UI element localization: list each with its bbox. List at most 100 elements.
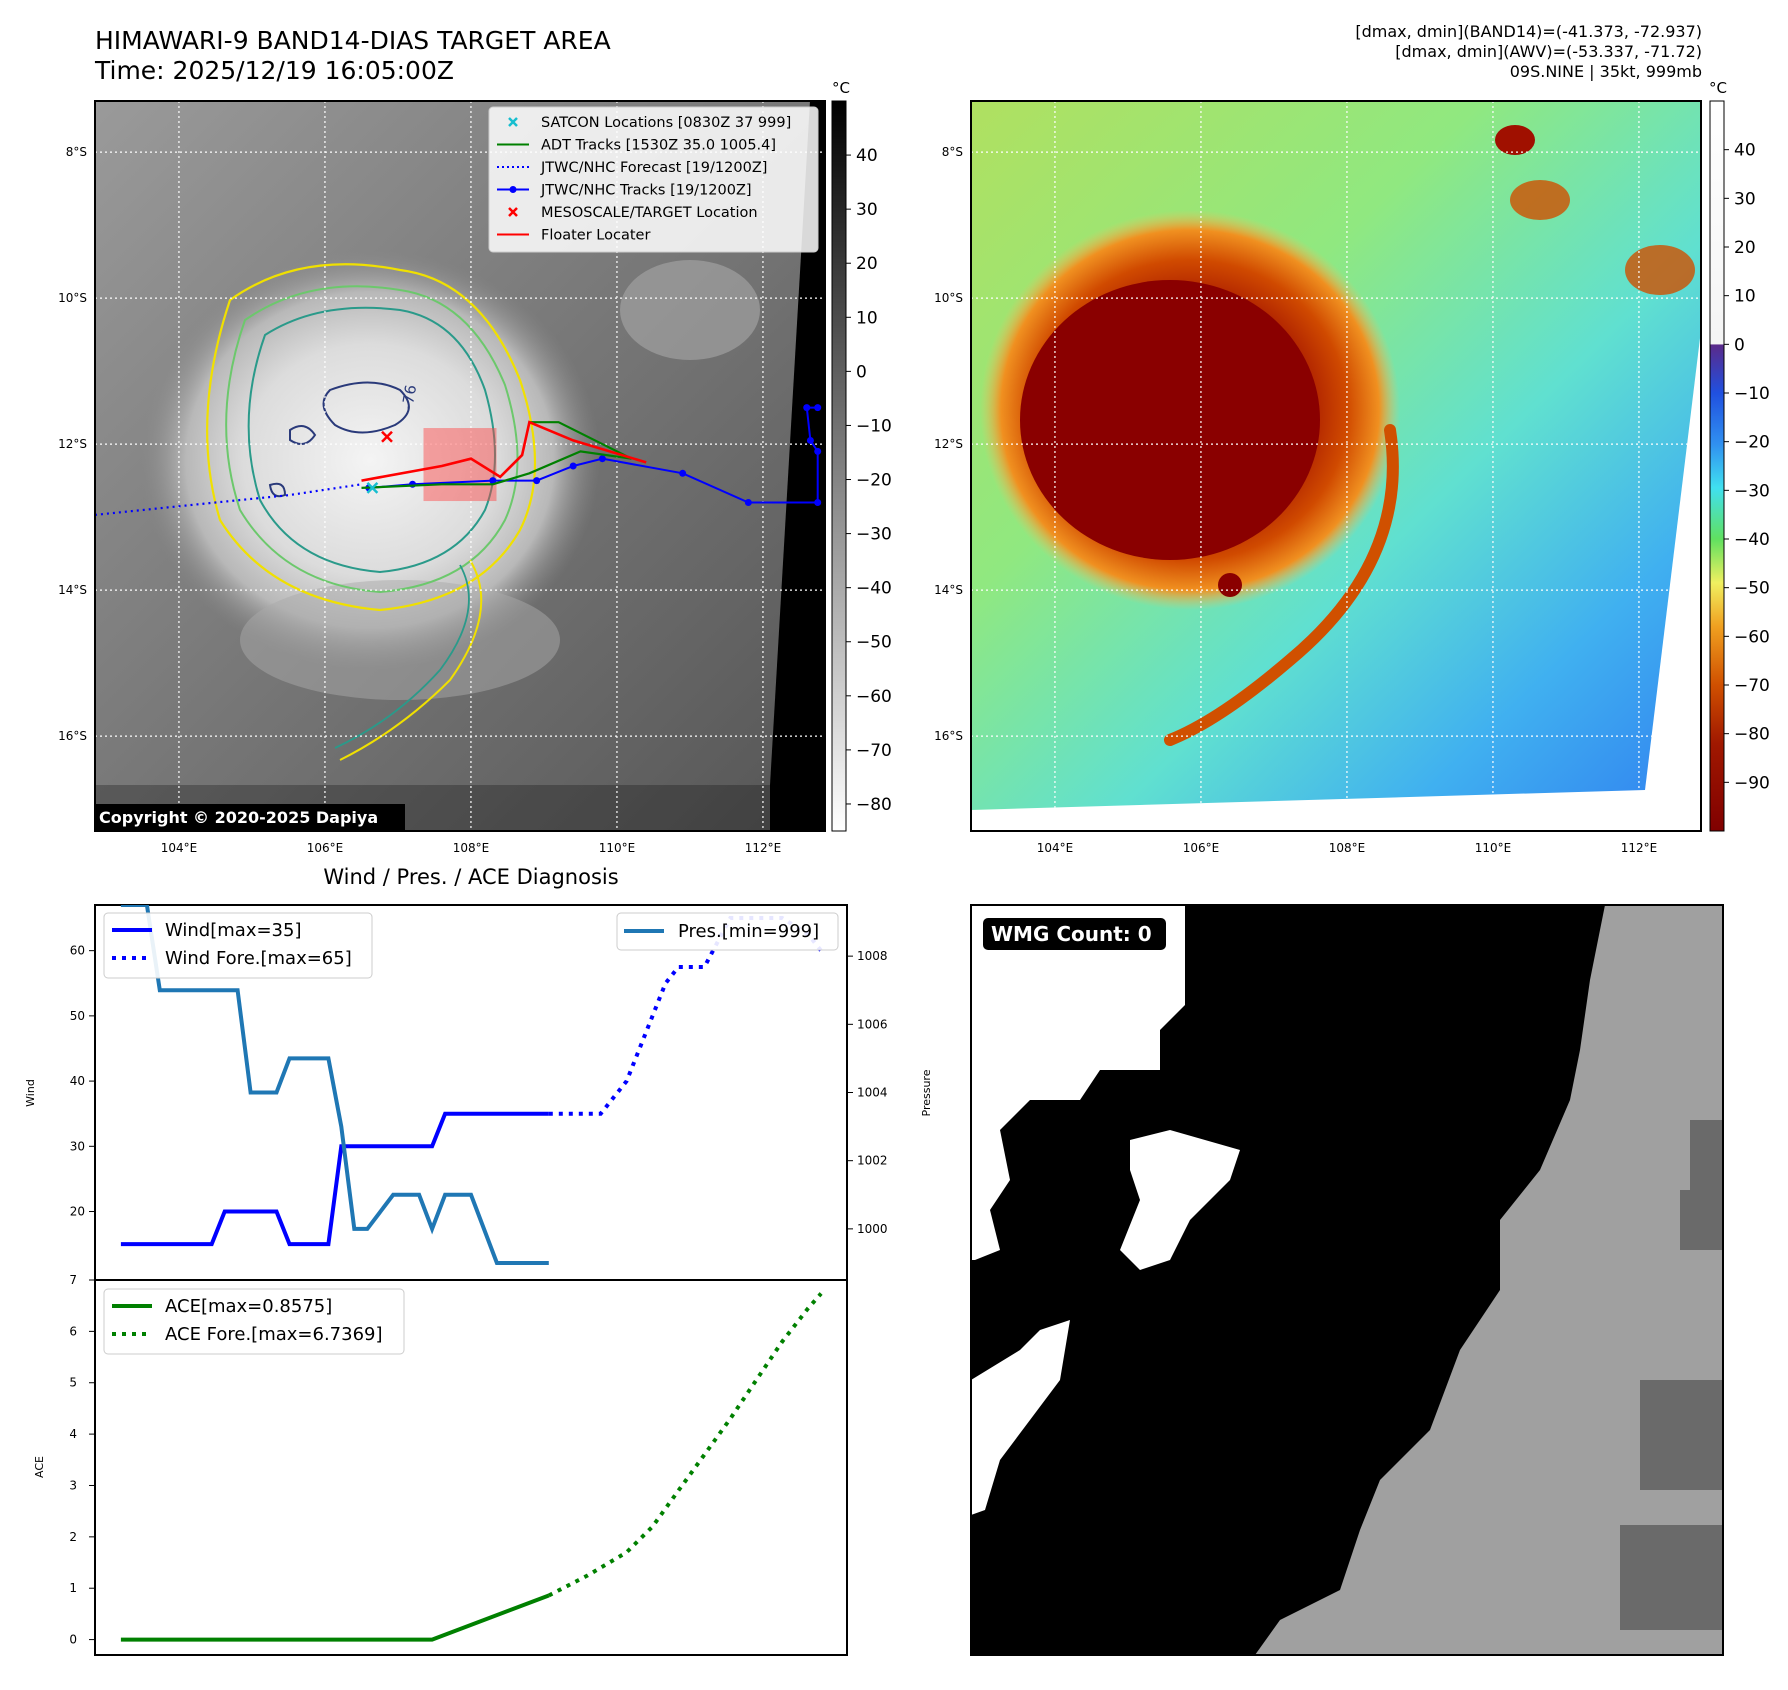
ir-lon-tick-label: 106°E — [307, 841, 344, 855]
colorbar-tick-label: −50 — [856, 633, 892, 653]
awv-frame — [970, 100, 1702, 832]
ir-colorbar: °C 40 30 20 10 0 −10 −20 −30 −40 −50 −60 −70 −80 — [831, 79, 892, 832]
colorbar-tick-label: −10 — [856, 416, 892, 436]
ir-legend: SATCON Locations [0830Z 37 999] ADT Track… — [488, 106, 819, 253]
colorbar-tick-label: −60 — [1734, 627, 1770, 647]
jtwc-track-point — [489, 477, 497, 485]
contour-label: -76 — [398, 383, 420, 410]
mesoscale-marker — [381, 430, 393, 443]
ir-lat-tick-label: 12°S — [58, 437, 87, 451]
legend-marker-swatch — [508, 117, 518, 127]
awv-lon-tick-label: 108°E — [1329, 841, 1366, 855]
ir-tracks — [95, 404, 822, 516]
awv-lat-tick-label: 14°S — [934, 583, 963, 597]
adt-track-line — [361, 421, 633, 489]
contour-navy — [322, 381, 410, 434]
ir-lat-tick-label: 14°S — [58, 583, 87, 597]
colorbar-tick-label: −80 — [856, 795, 892, 815]
colorbar-tick-label: −10 — [1734, 384, 1770, 404]
info-line-2: [dmax, dmin](AWV)=(-53.337, -71.72) — [1395, 42, 1702, 61]
wind-ytick-label: 60 — [70, 944, 85, 958]
legend-dot-swatch — [509, 186, 517, 193]
ir-lon-tick-label: 104°E — [161, 841, 198, 855]
copyright-text: Copyright © 2020-2025 Dapiya — [99, 808, 378, 827]
ace-ytick-label: 2 — [69, 1530, 77, 1544]
jtwc-track-point — [533, 477, 541, 485]
ace-ytick-label: 5 — [69, 1376, 77, 1390]
jtwc-track-point — [744, 499, 752, 506]
floater-track-line — [361, 420, 647, 482]
jtwc-track-point — [569, 462, 577, 470]
awv-lon-tick-label: 104°E — [1037, 841, 1074, 855]
pressure-ytick-label: 1004 — [857, 1086, 888, 1100]
awv-lat-tick-label: 12°S — [934, 437, 963, 451]
legend-pressure-label: Pres.[min=999] — [678, 921, 819, 942]
contour-green — [225, 285, 519, 594]
awv-lat-tick-label: 16°S — [934, 729, 963, 743]
diagnosis-panel: Wind / Pres. / ACE Diagnosis Wind Pressu… — [24, 865, 933, 1656]
jtwc-track-point — [679, 469, 687, 477]
diagnosis-title: Wind / Pres. / ACE Diagnosis — [323, 865, 618, 889]
diagnosis-lines — [120, 905, 823, 1642]
ir-lon-tick-label: 112°E — [745, 841, 782, 855]
wind-legend: Wind[max=35] Wind Fore.[max=65] — [103, 912, 373, 979]
colorbar-tick-label: −90 — [1734, 773, 1770, 793]
colorbar-tick-label: 0 — [1734, 335, 1745, 355]
ir-axes: 104°E 106°E 108°E 110°E 112°E 8°S 10°S 12°S 14°S… — [58, 145, 781, 855]
colorbar-tick-label: −30 — [856, 525, 892, 545]
awv-lat-tick-label: 8°S — [942, 145, 963, 159]
colorbar-tick-label: 10 — [1734, 287, 1756, 307]
legend-wind-fore-label: Wind Fore.[max=65] — [165, 948, 352, 969]
awv-panel: 104°E 106°E 108°E 110°E 112°E 8°S 10°S 12°S 14°S… — [934, 79, 1770, 855]
awv-image — [971, 101, 1701, 831]
awv-lat-tick-label: 10°S — [934, 291, 963, 305]
pressure-legend: Pres.[min=999] — [616, 912, 839, 951]
colorbar-tick-label: −50 — [1734, 579, 1770, 599]
colorbar-tick-label: 20 — [1734, 238, 1756, 258]
colorbar-tick-label: −70 — [1734, 676, 1770, 696]
wmg-frame — [970, 904, 1724, 1656]
info-line-1: [dmax, dmin](BAND14)=(-41.373, -72.937) — [1355, 22, 1702, 41]
colorbar-tick-label: 30 — [1734, 189, 1756, 209]
ir-lon-tick-label: 110°E — [599, 841, 636, 855]
copyright-box — [95, 804, 405, 830]
awv-colorbar-unit: °C — [1709, 79, 1727, 97]
wind-ytick-label: 30 — [70, 1139, 85, 1153]
legend-marker-swatch — [508, 207, 518, 217]
colorbar-tick-label: −60 — [856, 687, 892, 707]
ir-lon-tick-label: 108°E — [453, 841, 490, 855]
ir-legend-label: MESOSCALE/TARGET Location — [541, 205, 758, 221]
jtwc-track-point — [814, 447, 822, 455]
ace-ytick-label: 0 — [69, 1633, 77, 1647]
ace-legend: ACE[max=0.8575] ACE Fore.[max=6.7369] — [103, 1288, 405, 1355]
ace-forecast-line — [547, 1292, 823, 1598]
pressure-ytick-label: 1006 — [857, 1017, 888, 1031]
legend-wind-label: Wind[max=35] — [165, 920, 302, 941]
jtwc-track-point — [806, 436, 814, 444]
ir-gridlines — [95, 101, 825, 831]
ir-lat-tick-label: 16°S — [58, 729, 87, 743]
satcon-marker — [366, 482, 379, 494]
info-block: [dmax, dmin](BAND14)=(-41.373, -72.937) … — [1355, 22, 1702, 82]
ace-ytick-label: 1 — [69, 1581, 77, 1595]
ace-ytick-label: 7 — [69, 1273, 77, 1287]
awv-lon-tick-label: 112°E — [1621, 841, 1658, 855]
ir-frame — [94, 100, 826, 832]
wind-ylabel: Wind — [24, 1079, 37, 1107]
pressure-ylabel: Pressure — [920, 1069, 933, 1116]
awv-colorbar: °C 40 30 20 10 0 −10 −20 −30 −40 −50 −60 −70 −80 −90 — [1709, 79, 1770, 832]
target-box — [423, 428, 497, 502]
jtwc-forecast-line — [95, 483, 362, 516]
wind-ytick-label: 40 — [70, 1074, 85, 1088]
ace-line — [120, 1593, 550, 1642]
awv-lon-tick-label: 106°E — [1183, 841, 1220, 855]
ir-lat-tick-label: 10°S — [58, 291, 87, 305]
colorbar-tick-label: −20 — [856, 471, 892, 491]
wind-line — [120, 1111, 549, 1247]
colorbar-tick-label: −40 — [1734, 530, 1770, 550]
jtwc-track-point — [814, 404, 822, 412]
ace-ylabel: ACE — [33, 1456, 46, 1478]
wind-forecast-line — [548, 916, 823, 1116]
figure-title: HIMAWARI-9 BAND14-DIAS TARGET AREA Time:… — [95, 26, 611, 86]
